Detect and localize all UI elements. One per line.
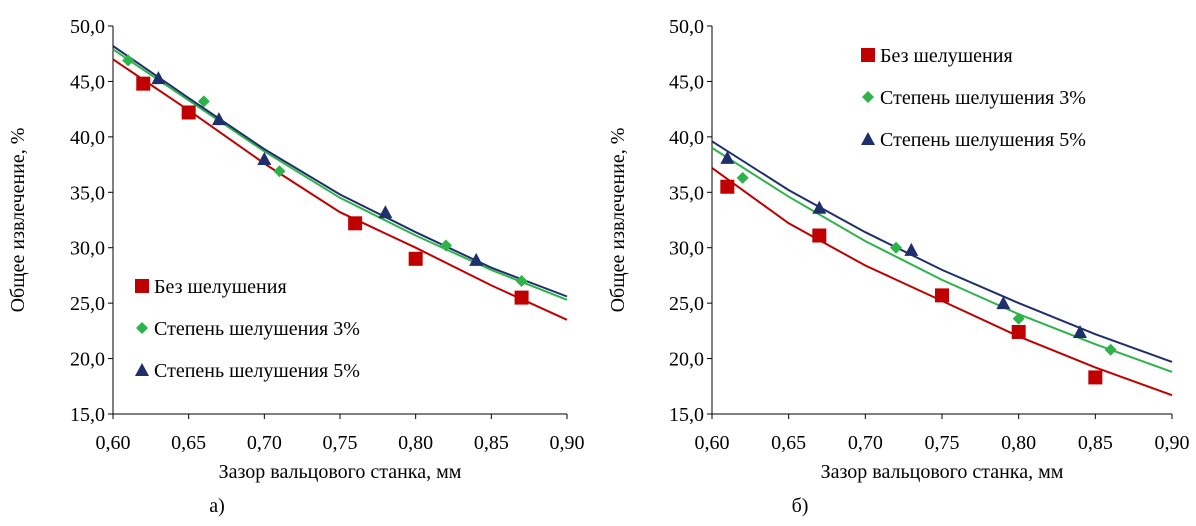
trend-line-series-1 [711,167,1173,397]
data-point-series-2 [1012,312,1025,325]
x-tick-label: 0,65 [171,432,206,454]
x-tick-label: 0,85 [474,432,509,454]
x-tick-label: 0,90 [550,432,585,454]
y-tick-label: 40,0 [70,127,105,149]
legend-marker-series-3 [861,132,875,145]
x-tick-label: 0,75 [925,432,960,454]
y-tick-label: 20,0 [70,349,105,371]
data-point-series-3 [1073,324,1087,338]
panel-label: б) [792,495,809,517]
data-point-series-3 [720,150,735,164]
data-point-series-3 [812,200,827,214]
x-tick-label: 0,90 [1155,432,1190,454]
y-tick-label: 35,0 [669,182,704,204]
y-tick-label: 50,0 [70,16,105,38]
legend-label-series-1: Без шелушения [880,45,1013,67]
y-tick-label: 40,0 [669,127,704,149]
data-point-series-1 [935,288,949,303]
panel-label: а) [209,495,225,517]
data-point-series-3 [151,71,166,85]
x-tick-label: 0,60 [695,432,730,454]
legend-label-series-2: Степень шелушения 3% [154,318,360,340]
y-tick-label: 45,0 [669,71,704,93]
data-point-series-2 [1104,343,1117,356]
data-point-series-1 [348,216,363,231]
legend-label-series-2: Степень шелушения 3% [880,87,1086,109]
y-tick-label: 35,0 [70,182,105,204]
data-point-series-1 [1011,324,1026,339]
x-tick-label: 0,60 [96,432,131,454]
trend-line-series-2 [711,147,1173,373]
data-point-series-2 [273,165,286,178]
data-point-series-2 [197,95,210,108]
legend-marker-series-1 [135,279,149,293]
x-tick-label: 0,65 [771,432,806,454]
legend-marker-series-2 [136,322,148,334]
data-point-series-3 [996,296,1011,310]
y-tick-label: 30,0 [669,238,704,260]
y-tick-label: 25,0 [669,293,704,315]
data-point-series-3 [904,242,919,256]
data-point-series-2 [736,171,749,184]
x-tick-label: 0,70 [848,432,883,454]
y-tick-label: 15,0 [70,404,105,426]
y-tick-label: 20,0 [669,349,704,371]
chart-panel-b: 15,0 20,0 25,0 30,0 35,0 40,0 45,0 50,0 0,60 0,65… [607,16,1190,517]
chart-panel-a: 15,0 20,0 25,0 30,0 35,0 40,0 45,0 50,0 0,60 0,65… [7,16,585,517]
x-tick-label: 0,85 [1078,432,1113,454]
data-point-series-1 [408,251,423,266]
x-tick-label: 0,80 [1001,432,1036,454]
x-axis-title: Зазор вальцового станка, мм [219,461,462,483]
data-point-series-1 [812,228,827,243]
data-point-series-1 [720,179,735,194]
trend-line-series-3 [112,45,568,298]
y-tick-label: 15,0 [669,404,704,426]
legend-label-series-3: Степень шелушения 5% [880,129,1086,151]
data-point-series-3 [211,112,226,126]
legend-marker-series-1 [861,48,875,62]
x-tick-label: 0,75 [323,432,358,454]
x-axis-title: Зазор вальцового станка, мм [821,461,1064,483]
legend-marker-series-3 [135,363,149,376]
data-point-series-2 [515,274,528,287]
data-point-series-1 [181,105,196,120]
data-point-series-3 [378,205,393,219]
legend-label-series-1: Без шелушения [154,276,287,298]
y-axis-title: Общее извлечение, % [607,128,629,313]
data-point-series-2 [122,54,135,67]
data-point-series-2 [890,241,902,254]
legend-label-series-3: Степень шелушения 5% [154,360,360,382]
y-tick-label: 30,0 [70,238,105,260]
x-tick-label: 0,80 [398,432,433,454]
y-tick-label: 25,0 [70,293,105,315]
y-tick-label: 45,0 [70,71,105,93]
data-point-series-3 [257,152,272,166]
y-tick-label: 50,0 [669,16,704,38]
data-point-series-2 [439,239,452,252]
x-tick-label: 0,70 [247,432,282,454]
data-point-series-3 [469,252,484,266]
y-axis-title: Общее извлечение, % [7,128,29,313]
data-point-series-1 [1088,370,1103,385]
trend-line-series-2 [112,48,568,301]
trend-line-series-3 [711,140,1173,363]
legend-marker-series-2 [862,91,874,103]
data-point-series-1 [514,290,529,305]
data-point-series-1 [136,76,151,91]
